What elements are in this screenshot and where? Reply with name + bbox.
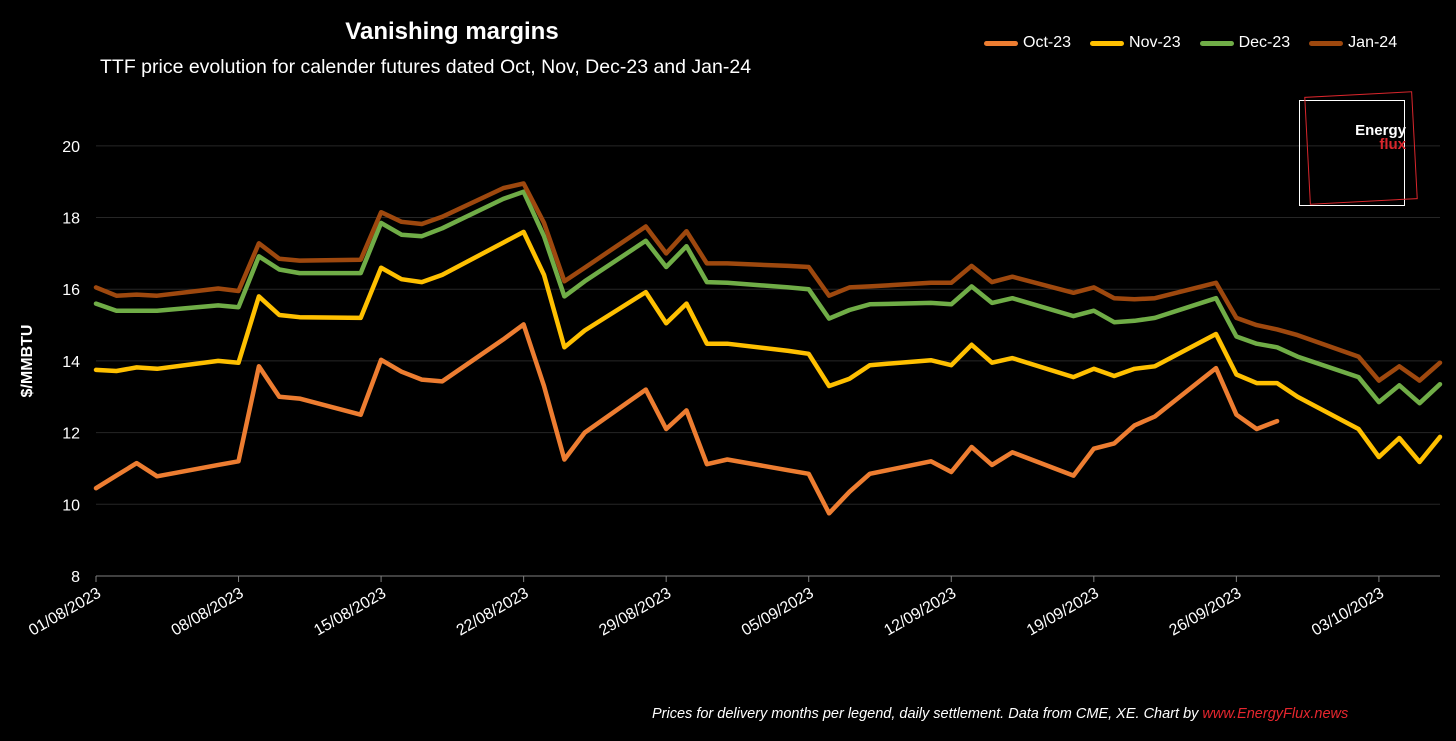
y-tick-label: 12 (62, 426, 80, 443)
chart-title: Vanishing margins (345, 18, 559, 45)
x-tick-label: 19/09/2023 (1024, 585, 1102, 640)
legend-item-oct-23: Oct-23 (984, 34, 1071, 52)
x-tick-label: 05/09/2023 (739, 585, 817, 640)
series-lines (93, 181, 1443, 516)
legend-label: Nov-23 (1129, 34, 1181, 51)
y-axis-label: $/MMBTU (19, 324, 36, 398)
x-tick-label: 26/09/2023 (1167, 585, 1245, 640)
y-tick-label: 14 (62, 354, 80, 371)
series-line-nov-23 (93, 229, 1443, 465)
y-tick-label: 8 (71, 569, 80, 586)
x-tick-label: 03/10/2023 (1309, 585, 1387, 640)
legend-label: Dec-23 (1238, 34, 1291, 51)
gridlines (96, 145, 1440, 505)
legend-item-dec-23: Dec-23 (1199, 34, 1291, 52)
x-tick-label: 08/08/2023 (169, 585, 247, 640)
x-tick-label: 01/08/2023 (26, 585, 104, 640)
legend-swatch (984, 40, 1018, 46)
legend-swatch (1309, 40, 1344, 46)
y-tick-label: 16 (62, 282, 80, 299)
x-tick-label: 22/08/2023 (454, 585, 532, 640)
footnote: Prices for delivery months per legend, d… (652, 706, 1348, 722)
y-tick-label: 20 (62, 139, 80, 156)
legend-item-nov-23: Nov-23 (1090, 34, 1181, 52)
x-tick-label: 29/08/2023 (596, 585, 674, 640)
energyflux-logo: Energy flux (1298, 91, 1422, 212)
logo-frame-white (1299, 100, 1405, 206)
series-line-dec-23 (93, 189, 1443, 406)
series-line-jan-24 (93, 181, 1443, 383)
legend-swatch (1199, 40, 1234, 46)
x-tick-label: 15/08/2023 (311, 585, 389, 640)
series-line-oct-23 (93, 322, 1280, 516)
x-tick-label: 12/09/2023 (881, 585, 959, 640)
legend-swatch (1090, 40, 1125, 46)
y-tick-label: 10 (62, 497, 80, 514)
y-tick-label: 18 (62, 211, 80, 228)
footnote-link[interactable]: www.EnergyFlux.news (1202, 706, 1349, 722)
legend-label: Jan-24 (1348, 34, 1398, 51)
legend: Oct-23 Nov-23 Dec-23 Jan-24 (984, 34, 1397, 52)
chart-subtitle: TTF price evolution for calender futures… (100, 56, 752, 78)
logo-text-energy: Energy (1355, 122, 1406, 139)
axes: 8 10 12 14 16 18 20 01/08/2023 08/08/2023 15/08/2… (26, 139, 1440, 640)
legend-label: Oct-23 (1023, 34, 1072, 51)
footnote-text: Prices for delivery months per legend, d… (652, 706, 1203, 722)
logo-text-flux: flux (1379, 136, 1406, 153)
legend-item-jan-24: Jan-24 (1309, 34, 1397, 52)
